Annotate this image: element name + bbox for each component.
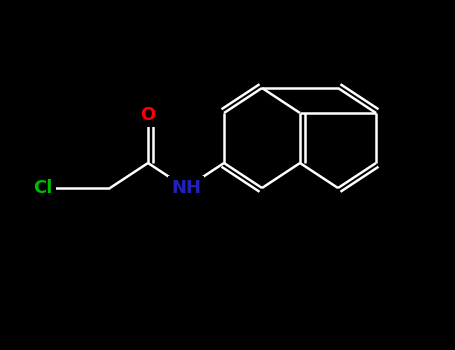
Text: O: O <box>141 106 156 124</box>
Text: Cl: Cl <box>34 179 53 197</box>
Text: NH: NH <box>171 179 201 197</box>
